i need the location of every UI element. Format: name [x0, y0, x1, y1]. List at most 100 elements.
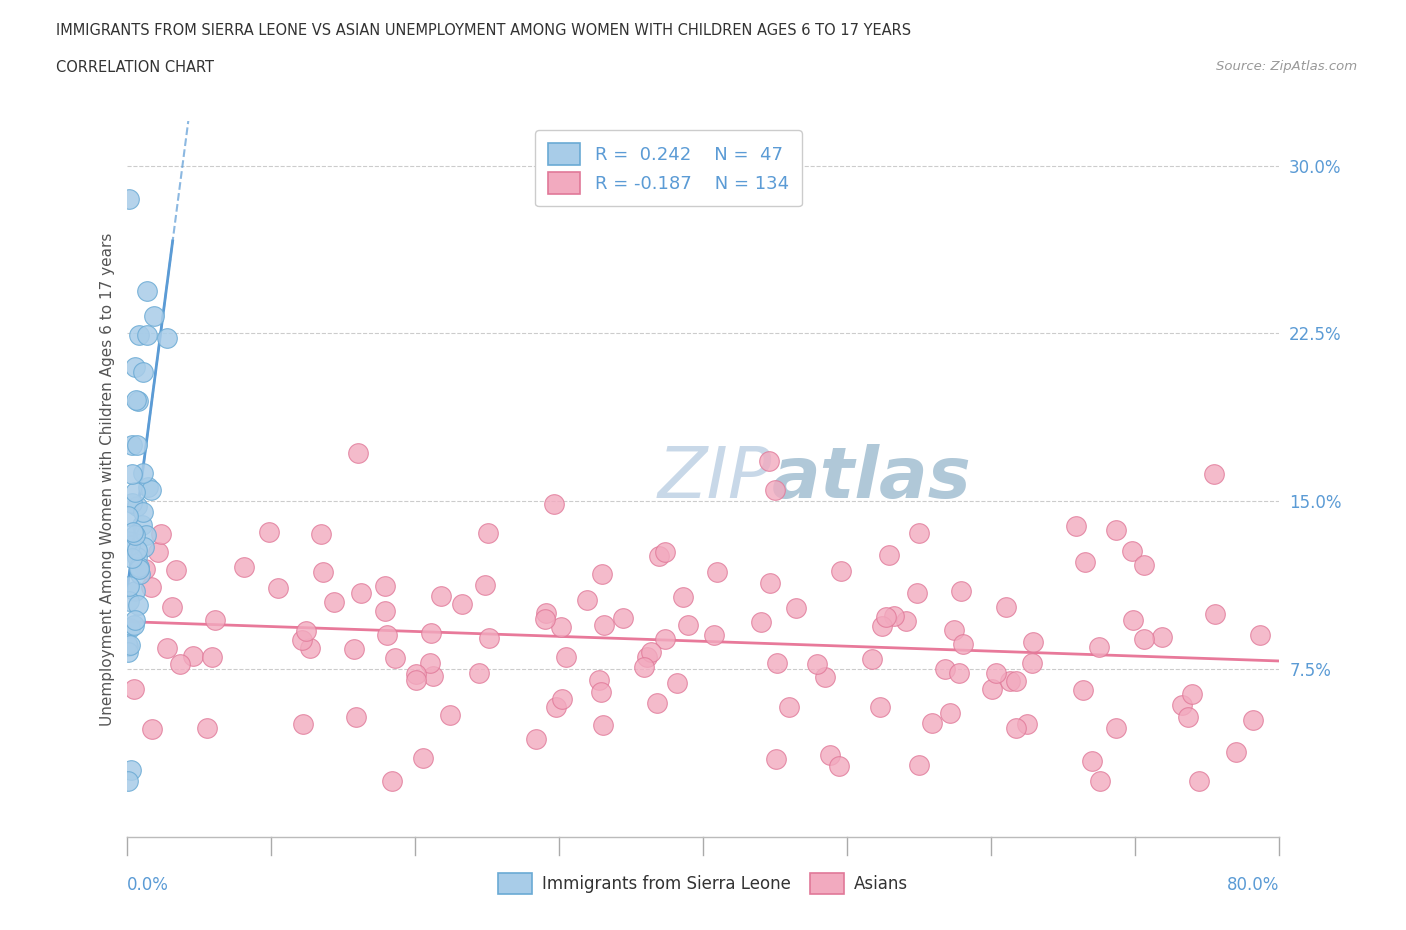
Point	[818, 748, 841, 763]
Point	[121, 467, 143, 482]
Point	[142, 309, 165, 324]
Point	[128, 562, 150, 577]
Point	[875, 610, 897, 625]
Point	[995, 600, 1018, 615]
Point	[381, 774, 404, 789]
Point	[524, 732, 547, 747]
Text: Source: ZipAtlas.com: Source: ZipAtlas.com	[1216, 60, 1357, 73]
Point	[1005, 673, 1028, 688]
Point	[412, 751, 434, 765]
Point	[312, 565, 335, 579]
Point	[980, 682, 1002, 697]
Point	[1000, 674, 1022, 689]
Point	[749, 615, 772, 630]
Point	[666, 676, 689, 691]
Point	[121, 438, 143, 453]
Point	[478, 631, 501, 645]
Point	[1004, 721, 1026, 736]
Point	[877, 548, 900, 563]
Point	[232, 559, 254, 574]
Point	[118, 594, 141, 609]
Point	[1021, 656, 1043, 671]
Point	[1204, 606, 1226, 621]
Point	[1171, 698, 1194, 712]
Point	[374, 578, 396, 593]
Point	[759, 576, 782, 591]
Point	[1021, 635, 1043, 650]
Point	[1105, 721, 1128, 736]
Point	[763, 483, 786, 498]
Point	[419, 625, 441, 640]
Point	[136, 283, 159, 298]
Point	[117, 644, 139, 659]
Point	[950, 583, 973, 598]
Point	[309, 527, 332, 542]
Point	[588, 672, 610, 687]
Point	[195, 720, 218, 735]
Point	[141, 722, 163, 737]
Point	[439, 707, 461, 722]
Point	[952, 637, 974, 652]
Point	[291, 716, 314, 731]
Point	[546, 699, 568, 714]
Point	[654, 544, 676, 559]
Y-axis label: Unemployment Among Women with Children Ages 6 to 17 years: Unemployment Among Women with Children A…	[100, 232, 115, 725]
Point	[934, 661, 956, 676]
Point	[1064, 519, 1087, 534]
Point	[124, 583, 146, 598]
Point	[648, 549, 671, 564]
Point	[267, 580, 290, 595]
Point	[125, 498, 148, 513]
Point	[374, 604, 396, 618]
Point	[706, 565, 728, 579]
Point	[120, 763, 142, 777]
Point	[1132, 558, 1154, 573]
Point	[136, 480, 159, 495]
Point	[139, 483, 162, 498]
Point	[908, 758, 931, 773]
Point	[128, 559, 150, 574]
Point	[118, 192, 141, 206]
Point	[299, 640, 322, 655]
Point	[830, 564, 852, 578]
Point	[592, 718, 614, 733]
Point	[155, 330, 177, 345]
Point	[633, 659, 655, 674]
Point	[1188, 774, 1211, 789]
Point	[765, 751, 787, 766]
Point	[676, 618, 699, 632]
Point	[121, 496, 143, 511]
Point	[612, 611, 634, 626]
Point	[132, 365, 155, 379]
Point	[149, 526, 172, 541]
Point	[1081, 753, 1104, 768]
Point	[122, 682, 145, 697]
Point	[127, 597, 149, 612]
Point	[122, 618, 145, 632]
Point	[869, 699, 891, 714]
Point	[121, 525, 143, 539]
Point	[323, 594, 346, 609]
Point	[468, 665, 491, 680]
Point	[554, 650, 576, 665]
Point	[125, 393, 148, 408]
Text: ZIP: ZIP	[658, 445, 772, 513]
Point	[894, 614, 917, 629]
Point	[201, 649, 224, 664]
Point	[654, 631, 676, 646]
Point	[405, 672, 427, 687]
Point	[124, 360, 146, 375]
Point	[534, 605, 557, 620]
Point	[148, 545, 170, 560]
Point	[758, 453, 780, 468]
Point	[785, 601, 807, 616]
Point	[550, 620, 572, 635]
Point	[350, 586, 373, 601]
Text: IMMIGRANTS FROM SIERRA LEONE VS ASIAN UNEMPLOYMENT AMONG WOMEN WITH CHILDREN AGE: IMMIGRANTS FROM SIERRA LEONE VS ASIAN UN…	[56, 23, 911, 38]
Point	[806, 657, 828, 671]
Point	[405, 667, 427, 682]
Point	[636, 650, 658, 665]
Point	[169, 657, 191, 671]
Point	[1122, 613, 1144, 628]
Point	[136, 327, 159, 342]
